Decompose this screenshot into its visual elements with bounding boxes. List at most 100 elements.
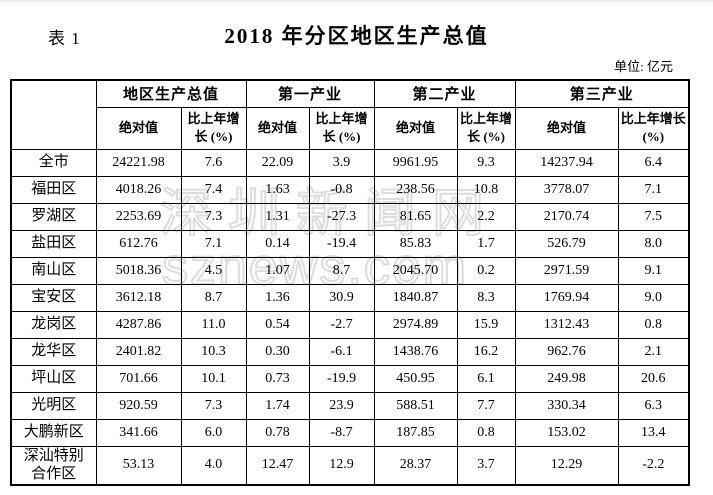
value-cell: 3612.18	[95, 283, 182, 312]
value-cell: 7.1	[617, 175, 690, 204]
region-name-cell: 福田区	[10, 175, 97, 204]
value-cell: 0.2	[456, 256, 516, 285]
value-cell: 1.07	[245, 256, 310, 285]
value-cell: 13.4	[617, 418, 690, 447]
value-cell: 7.1	[180, 229, 247, 258]
page-title: 2018 年分区地区生产总值	[224, 24, 489, 48]
value-cell: 7.7	[456, 391, 516, 420]
sub-header-growth: 比上年增长 (%)	[180, 106, 247, 150]
region-name-cell: 龙岗区	[10, 310, 97, 339]
group-header-row: 地区生产总值 第一产业 第二产业 第三产业	[10, 79, 690, 150]
sub-header-absolute: 绝对值	[373, 106, 458, 150]
value-cell: 0.30	[245, 337, 310, 366]
sub-header-growth: 比上年增长 (%)	[456, 106, 516, 150]
value-cell: 7.3	[180, 391, 247, 420]
value-cell: 8.7	[180, 283, 247, 312]
table-row: 光明区 920.59 7.3 1.74 23.9 588.51 7.7 330.34 6.3	[10, 391, 690, 420]
value-cell: 14237.94	[514, 148, 619, 177]
value-cell: 3.9	[308, 148, 375, 177]
value-cell: 0.14	[245, 229, 310, 258]
value-cell: 1769.94	[514, 283, 619, 312]
value-cell: 9.3	[456, 148, 516, 177]
table-header: 地区生产总值 第一产业 第二产业 第三产业 绝对值 比上年增长 (%) 绝对值 …	[10, 79, 690, 150]
region-name-cell: 宝安区	[10, 283, 97, 312]
region-name-cell: 罗湖区	[10, 202, 97, 231]
value-cell: -27.3	[308, 202, 375, 231]
value-cell: 7.3	[180, 202, 247, 231]
value-cell: 11.0	[180, 310, 247, 339]
value-cell: 20.6	[617, 364, 690, 393]
table-row: 大鹏新区 341.66 6.0 0.78 -8.7 187.85 0.8 153.02 13.4	[10, 418, 690, 447]
value-cell: 53.13	[95, 445, 182, 486]
value-cell: 450.95	[373, 364, 458, 393]
sub-header-row: 绝对值 比上年增长 (%) 绝对值 比上年增长 (%) 绝对值 比上年增长 (%…	[11, 106, 690, 150]
value-cell: 2253.69	[95, 202, 182, 231]
region-name-cell: 深汕特别合作区	[10, 445, 97, 486]
table-row: 龙岗区 4287.86 11.0 0.54 -2.7 2974.89 15.9 1312.43…	[10, 310, 690, 339]
value-cell: 2170.74	[514, 202, 619, 231]
value-cell: 238.56	[373, 175, 458, 204]
value-cell: 81.65	[373, 202, 458, 231]
value-cell: 6.3	[617, 391, 690, 420]
value-cell: -0.8	[308, 175, 375, 204]
value-cell: 30.9	[308, 283, 375, 312]
value-cell: 2.2	[456, 202, 516, 231]
value-cell: 6.4	[617, 148, 690, 177]
value-cell: 2045.70	[373, 256, 458, 285]
value-cell: 1840.87	[373, 283, 458, 312]
value-cell: 16.2	[456, 337, 516, 366]
value-cell: 341.66	[95, 418, 182, 447]
table-row: 宝安区 3612.18 8.7 1.36 30.9 1840.87 8.3 1769.94 9.…	[10, 283, 690, 312]
value-cell: 1438.76	[373, 337, 458, 366]
value-cell: -6.1	[308, 337, 375, 366]
value-cell: 962.76	[514, 337, 619, 366]
group-header-gdp: 地区生产总值	[95, 79, 247, 108]
value-cell: 153.02	[514, 418, 619, 447]
value-cell: 24221.98	[95, 148, 182, 177]
value-cell: 10.8	[456, 175, 516, 204]
value-cell: 1.31	[245, 202, 310, 231]
value-cell: 701.66	[95, 364, 182, 393]
value-cell: 10.1	[180, 364, 247, 393]
value-cell: 1.36	[245, 283, 310, 312]
region-name-cell: 全市	[10, 148, 97, 177]
value-cell: 0.8	[456, 418, 516, 447]
value-cell: 920.59	[95, 391, 182, 420]
table-row: 全市 24221.98 7.6 22.09 3.9 9961.95 9.3 14237.94 6…	[10, 148, 690, 177]
value-cell: 4.5	[180, 256, 247, 285]
value-cell: 4287.86	[95, 310, 182, 339]
region-name-cell: 盐田区	[10, 229, 97, 258]
value-cell: 526.79	[514, 229, 619, 258]
value-cell: 1.7	[456, 229, 516, 258]
value-cell: 15.9	[456, 310, 516, 339]
value-cell: 22.09	[245, 148, 310, 177]
table-row: 南山区 5018.36 4.5 1.07 8.7 2045.70 0.2 2971.59 9.1	[10, 256, 690, 285]
value-cell: -19.9	[308, 364, 375, 393]
value-cell: 6.1	[456, 364, 516, 393]
group-header-primary: 第一产业	[245, 79, 375, 108]
region-name-cell: 龙华区	[10, 337, 97, 366]
value-cell: 4018.26	[95, 175, 182, 204]
value-cell: 28.37	[373, 445, 458, 486]
region-name-cell: 南山区	[10, 256, 97, 285]
value-cell: 3778.07	[514, 175, 619, 204]
table-row: 深汕特别合作区 53.13 4.0 12.47 12.9 28.37 3.7 12.29 -2.…	[10, 445, 690, 486]
value-cell: -19.4	[308, 229, 375, 258]
value-cell: 187.85	[373, 418, 458, 447]
value-cell: 8.0	[617, 229, 690, 258]
value-cell: 7.5	[617, 202, 690, 231]
value-cell: 9.0	[617, 283, 690, 312]
sub-header-absolute: 绝对值	[95, 106, 182, 150]
table-row: 坪山区 701.66 10.1 0.73 -19.9 450.95 6.1 249.98 20.…	[10, 364, 690, 393]
value-cell: 2974.89	[373, 310, 458, 339]
value-cell: 2971.59	[514, 256, 619, 285]
value-cell: 8.7	[308, 256, 375, 285]
value-cell: 10.3	[180, 337, 247, 366]
value-cell: 12.47	[245, 445, 310, 486]
value-cell: 249.98	[514, 364, 619, 393]
value-cell: 8.3	[456, 283, 516, 312]
region-name-cell: 大鹏新区	[10, 418, 97, 447]
table-row: 罗湖区 2253.69 7.3 1.31 -27.3 81.65 2.2 2170.74 7.5	[10, 202, 690, 231]
value-cell: 2401.82	[95, 337, 182, 366]
value-cell: 588.51	[373, 391, 458, 420]
